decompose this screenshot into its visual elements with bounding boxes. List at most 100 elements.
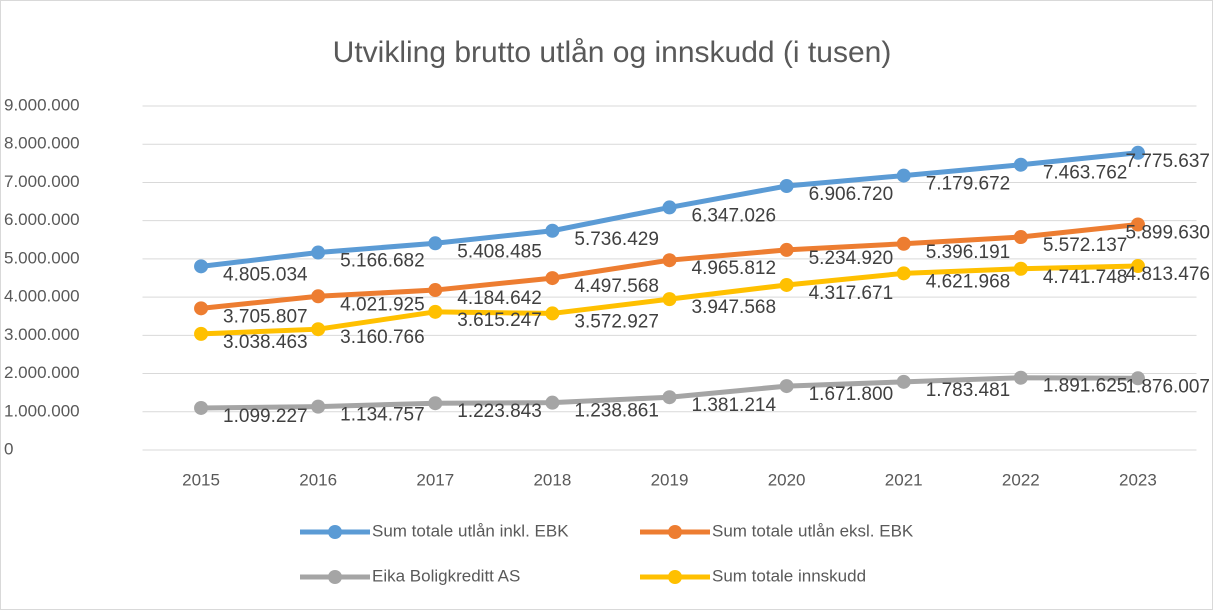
x-tick-label: 2021 [885,470,923,489]
data-point [194,326,209,341]
data-label: 1.891.625 [1043,376,1128,397]
data-point [545,271,560,286]
data-point [779,277,794,292]
data-label: 5.234.920 [809,248,894,269]
data-point [662,253,677,268]
data-label: 7.179.672 [926,174,1011,195]
x-tick-label: 2018 [533,470,571,489]
data-point [896,236,911,251]
data-point [194,259,209,274]
y-tick-label: 3.000.000 [4,325,80,344]
data-point [662,200,677,215]
legend-label: Sum totale utlån inkl. EBK [372,521,569,540]
data-label: 3.947.568 [692,297,777,318]
data-point [779,242,794,257]
x-tick-label: 2016 [299,470,337,489]
data-point [428,283,443,298]
data-label: 4.805.034 [223,264,308,285]
legend-marker [328,570,342,584]
y-tick-label: 5.000.000 [4,248,80,267]
data-point [1130,259,1145,274]
data-label: 3.038.463 [223,332,308,353]
x-tick-label: 2017 [416,470,454,489]
data-label: 5.166.682 [340,251,425,272]
data-label: 5.572.137 [1043,235,1128,256]
data-label: 4.021.925 [340,294,425,315]
data-label: 5.736.429 [574,229,659,250]
x-tick-label: 2020 [768,470,806,489]
y-tick-label: 9.000.000 [4,95,80,114]
data-label: 1.134.757 [340,405,425,426]
data-point [1130,145,1145,160]
data-point [194,400,209,415]
data-label: 4.497.568 [574,276,659,297]
data-point [662,390,677,405]
legend-label: Eika Boligkreditt AS [372,566,520,585]
data-point [311,399,326,414]
data-point [545,223,560,238]
data-point [1013,157,1028,172]
legend-marker [668,570,682,584]
data-label: 7.775.637 [1125,151,1210,172]
data-label: 1.671.800 [809,384,894,405]
data-point [428,304,443,319]
data-label: 4.965.812 [692,258,777,279]
x-tick-label: 2022 [1002,470,1040,489]
data-point [1130,217,1145,232]
y-tick-label: 8.000.000 [4,134,80,153]
data-label: 3.572.927 [574,311,659,332]
data-label: 6.347.026 [692,205,777,226]
legend-marker [328,525,342,539]
data-label: 3.705.807 [223,306,308,327]
y-tick-label: 1.000.000 [4,401,80,420]
data-label: 1.238.861 [574,401,659,422]
data-point [779,179,794,194]
data-label: 7.463.762 [1043,163,1128,184]
data-point [662,292,677,307]
data-point [1013,370,1028,385]
data-point [545,395,560,410]
x-tick-label: 2019 [651,470,689,489]
data-label: 1.876.007 [1125,376,1210,397]
legend-marker [668,525,682,539]
data-label: 6.906.720 [809,184,894,205]
data-label: 1.223.843 [457,401,542,422]
data-label: 3.160.766 [340,327,425,348]
data-point [545,306,560,321]
x-tick-label: 2023 [1119,470,1157,489]
data-label: 1.381.214 [692,395,777,416]
data-label: 1.783.481 [926,380,1011,401]
data-point [1013,261,1028,276]
y-tick-label: 6.000.000 [4,210,80,229]
legend-label: Sum totale utlån eksl. EBK [712,521,914,540]
data-point [428,236,443,251]
data-point [311,322,326,337]
data-point [1130,371,1145,386]
data-point [779,379,794,394]
data-label: 1.099.227 [223,406,308,427]
y-tick-label: 4.000.000 [4,287,80,306]
data-point [428,396,443,411]
data-label: 4.621.968 [926,271,1011,292]
y-tick-label: 7.000.000 [4,172,80,191]
data-label: 5.408.485 [457,241,542,262]
y-tick-label: 2.000.000 [4,363,80,382]
data-point [896,168,911,183]
data-label: 4.184.642 [457,288,542,309]
data-point [896,374,911,389]
data-point [1013,230,1028,245]
data-point [311,289,326,304]
data-point [311,245,326,260]
data-label: 4.317.671 [809,283,894,304]
data-label: 3.615.247 [457,310,542,331]
chart-title: Utvikling brutto utlån og innskudd (i tu… [333,36,892,69]
data-point [896,266,911,281]
data-label: 4.741.748 [1043,267,1128,288]
data-label: 5.396.191 [926,242,1011,263]
y-tick-label: 0 [4,439,13,458]
data-label: 5.899.630 [1125,223,1210,244]
x-tick-label: 2015 [182,470,220,489]
data-point [194,301,209,316]
data-label: 4.813.476 [1125,264,1210,285]
